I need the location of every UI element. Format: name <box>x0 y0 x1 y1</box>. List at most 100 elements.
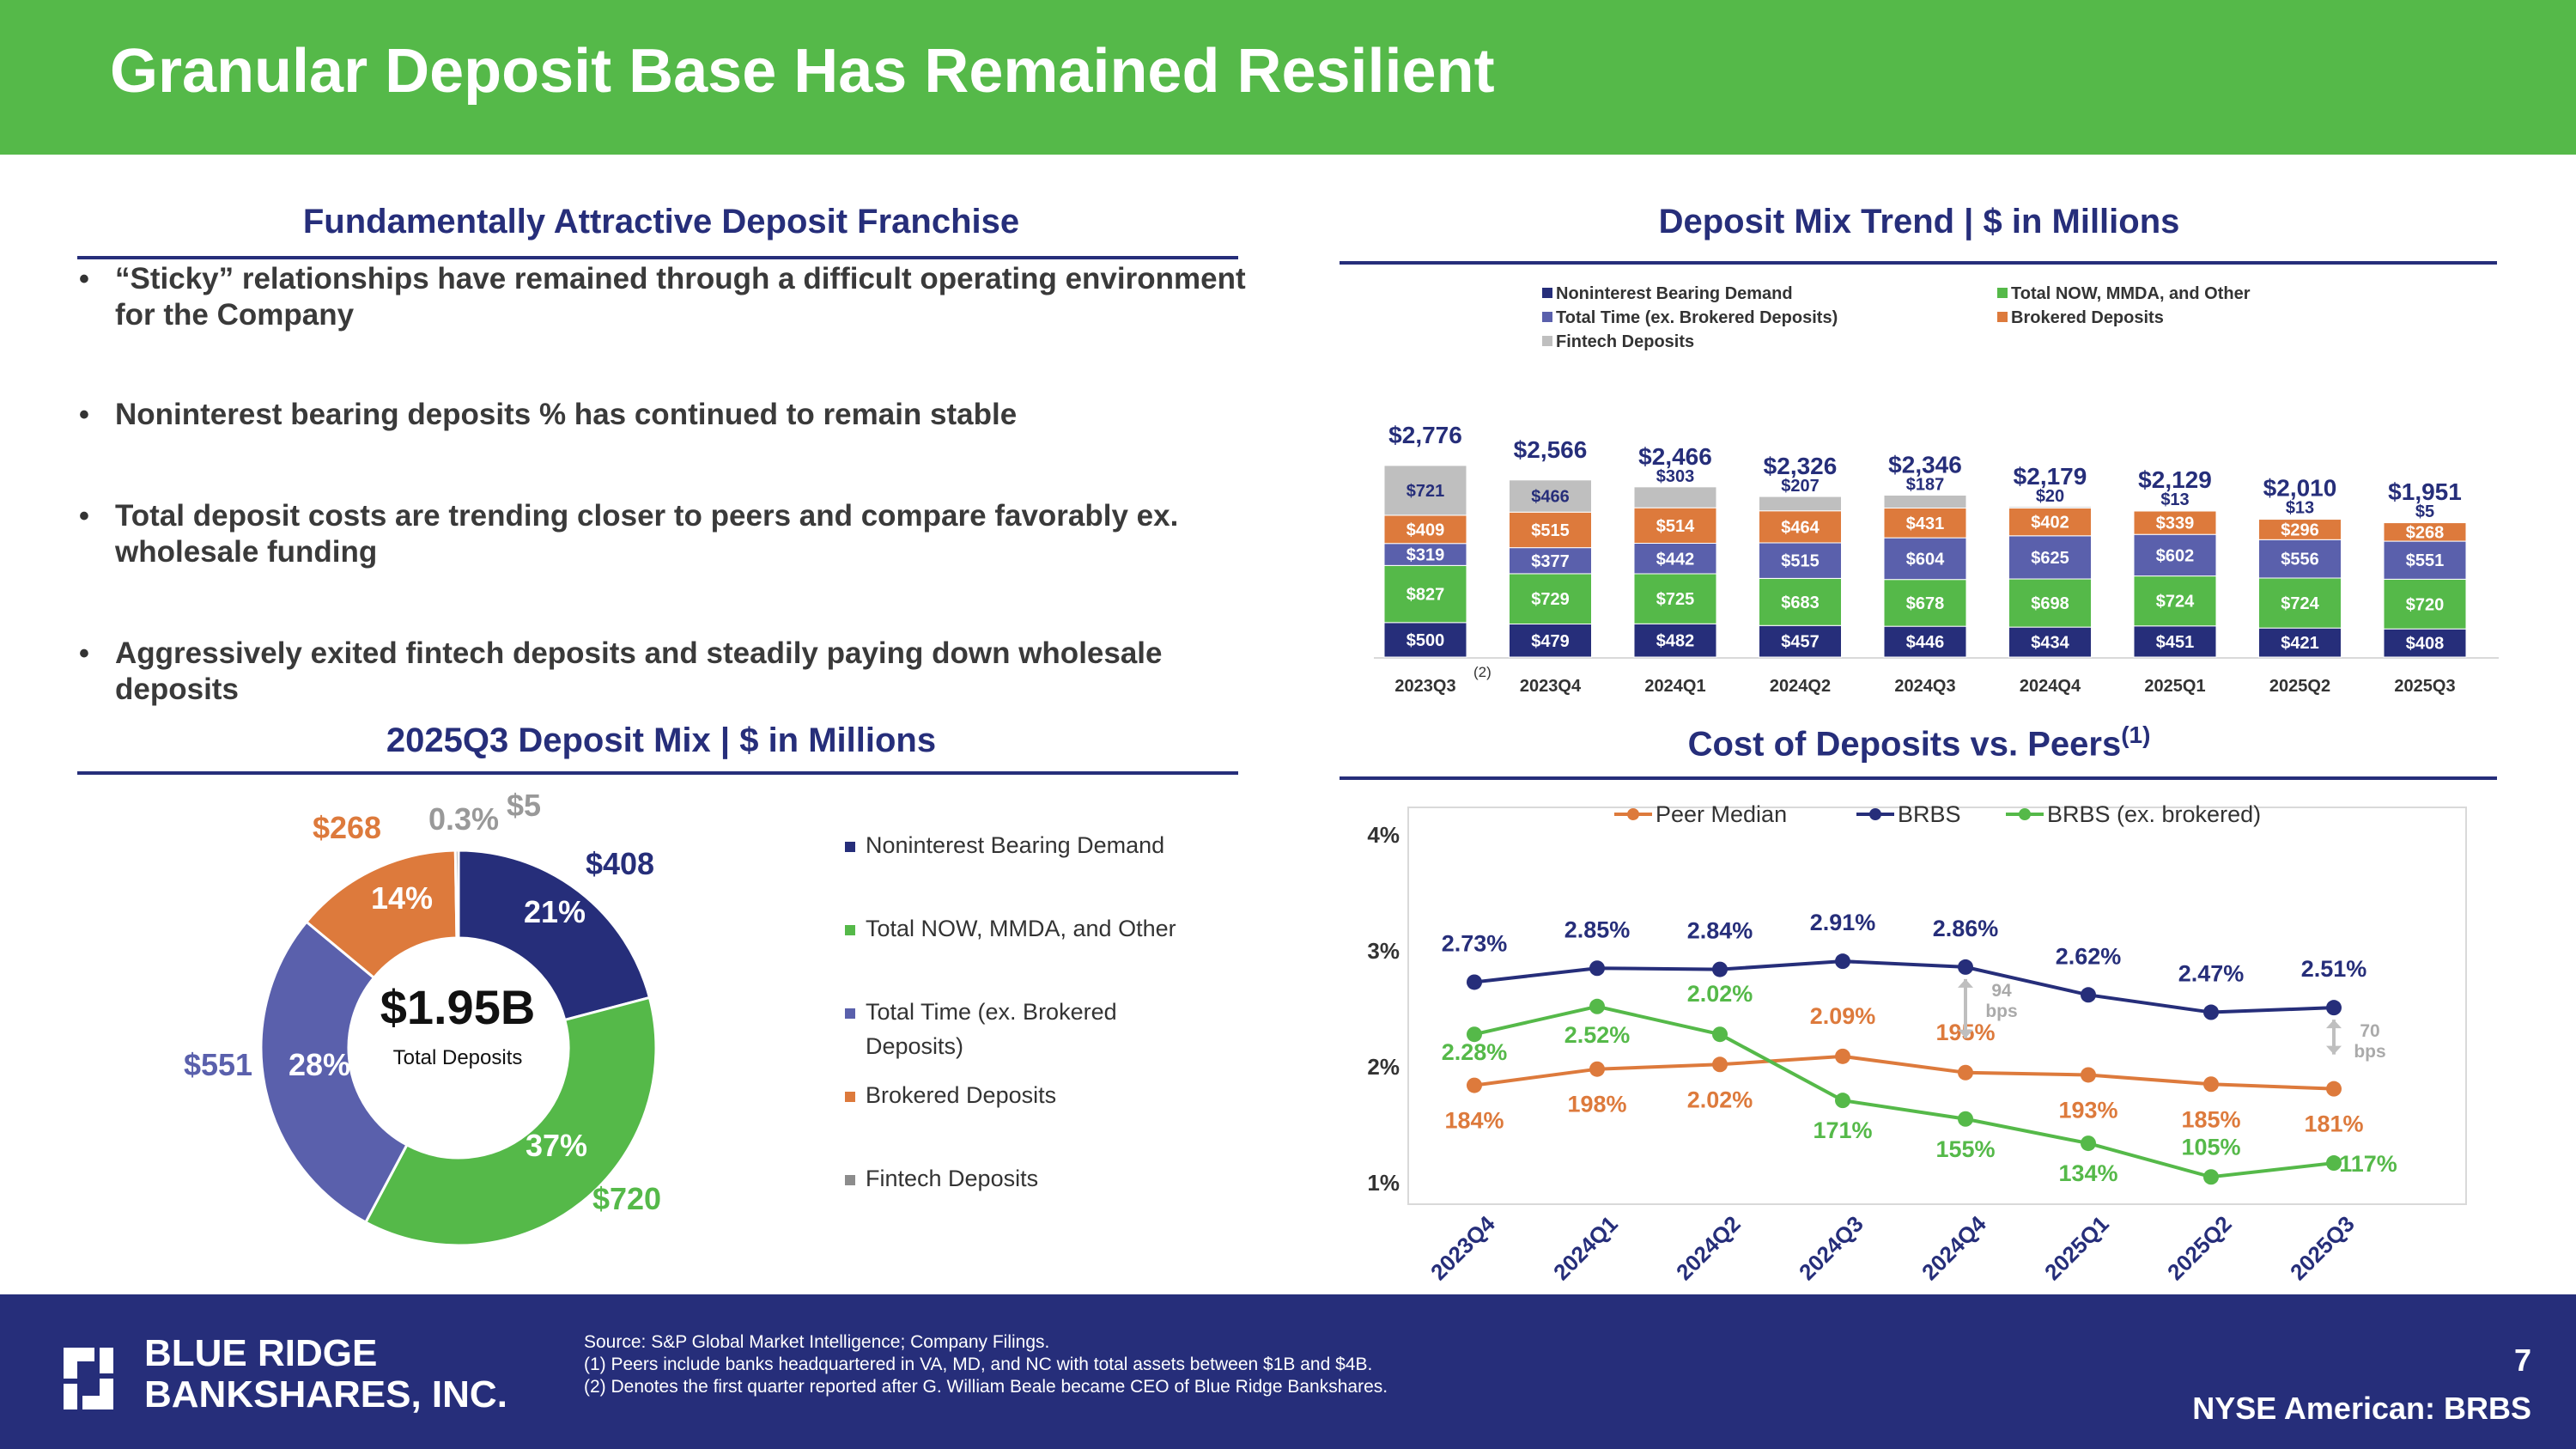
bar-value-label: $451 <box>2156 633 2195 652</box>
bar-segment <box>1383 465 1467 516</box>
bar-segment <box>1759 624 1842 658</box>
cost-of-deposits-title-text: Cost of Deposits vs. Peers <box>1687 725 2122 764</box>
data-label: 2.52% <box>1564 1022 1631 1048</box>
bar-value-label: $500 <box>1406 631 1445 650</box>
legend-label: Fintech Deposits <box>1556 332 1694 351</box>
legend-label: Fintech Deposits <box>866 1166 1038 1191</box>
deposit-mix-2025q3-title: 2025Q3 Deposit Mix | $ in Millions <box>386 721 937 759</box>
bar-value-label: $446 <box>1906 633 1945 652</box>
x-tick-label: 2024Q1 <box>1644 677 1705 696</box>
data-label: 185% <box>2181 1106 2240 1132</box>
cost-of-deposits-title: Cost of Deposits vs. Peers(1) <box>1340 721 2499 764</box>
data-label: 155% <box>1935 1136 1995 1162</box>
cost-of-deposits-chart: 4% 3% 2% 1% Peer Median BRBS BRBS (ex. brokere… <box>1367 801 2467 1286</box>
data-point <box>1589 998 1605 1014</box>
legend-label: BRBS (ex. brokered) <box>2047 801 2261 827</box>
deposit-mix-trend-rule <box>1340 261 2497 265</box>
bar-value-label: $698 <box>2031 594 2069 613</box>
legend-swatch <box>845 1092 855 1102</box>
bar-value-label: $466 <box>1531 488 1570 507</box>
bar-value-label: $408 <box>2406 635 2445 654</box>
bar-value-label: $479 <box>1531 632 1570 651</box>
bar-segment <box>1509 573 1592 625</box>
footer-bar: BLUE RIDGE BANKSHARES, INC. Source: S&P … <box>0 1294 2576 1449</box>
bar-value-label: $556 <box>2281 551 2319 569</box>
x-tick-label: 2024Q2 <box>1671 1211 1746 1286</box>
legend-label: Brokered Deposits <box>2011 308 2164 327</box>
slice-value-label: $551 <box>184 1047 252 1082</box>
bar-value-label: $402 <box>2031 514 2069 533</box>
bar-value-label: $720 <box>2406 595 2445 614</box>
legend-label: Total NOW, MMDA, and Other <box>2011 284 2251 303</box>
bar-value-label: $482 <box>1656 632 1695 651</box>
header-banner: Granular Deposit Base Has Remained Resil… <box>0 0 2576 155</box>
data-point <box>2203 1004 2219 1020</box>
bar-total-label: $2,010 <box>2263 474 2337 501</box>
bar-value-label: $442 <box>1656 550 1695 569</box>
data-point <box>2203 1169 2219 1185</box>
bar-value-label: $20 <box>2036 487 2064 506</box>
data-label: 2.84% <box>1687 918 1753 944</box>
legend-swatch <box>1997 312 2008 322</box>
series-line <box>1473 1054 2335 1091</box>
cost-of-deposits-title-sup: (1) <box>2121 721 2151 748</box>
data-point <box>1589 960 1605 977</box>
x-tick-label: 2023Q4 <box>1425 1210 1500 1285</box>
data-label: 2.09% <box>1810 1003 1876 1029</box>
bar-total-label: $2,776 <box>1388 422 1462 448</box>
gap-arrow-head <box>2326 1020 2342 1029</box>
bar-value-label: $551 <box>2406 551 2445 570</box>
franchise-title: Fundamentally Attractive Deposit Franchi… <box>302 203 1020 240</box>
bar-value-label: $678 <box>1906 594 1945 613</box>
x-tick-label: 2023Q4 <box>1520 677 1582 696</box>
data-point <box>2203 1076 2219 1093</box>
legend-label: Peer Median <box>1656 801 1787 827</box>
bar-segment <box>1883 494 1967 509</box>
bar-segment <box>1383 543 1467 566</box>
series-line <box>1473 959 2335 1014</box>
bar-segment <box>1509 624 1592 658</box>
bar-value-label: $514 <box>1656 517 1695 536</box>
donut-center-label: Total Deposits <box>392 1046 523 1069</box>
legend-swatch <box>1542 336 1552 346</box>
y-tick-label: 4% <box>1367 822 1400 848</box>
stock-ticker: NYSE American: BRBS <box>2192 1391 2531 1426</box>
bar-value-label: $431 <box>1906 514 1945 533</box>
legend-label: Total Time (ex. Brokered <box>866 999 1117 1025</box>
bar-segment <box>2008 578 2092 628</box>
bar-value-label: $604 <box>1906 550 1945 569</box>
bar-total-label: $2,346 <box>1888 451 1962 478</box>
data-label: 184% <box>1444 1108 1504 1134</box>
legend-label: Total NOW, MMDA, and Other <box>866 916 1176 941</box>
plot-frame <box>1407 807 2467 1205</box>
gap-annotation: 70 <box>2360 1021 2379 1041</box>
donut-slice <box>259 920 409 1225</box>
slice-percent-label: 28% <box>289 1047 350 1082</box>
bar-value-label: $724 <box>2281 594 2319 613</box>
slice-percent-label: 21% <box>524 894 586 929</box>
x-tick-label: 2024Q4 <box>2020 677 2081 696</box>
data-point <box>2326 1081 2342 1097</box>
data-label: 193% <box>2058 1097 2117 1123</box>
bar-segment <box>1383 564 1467 624</box>
x-tick-label: 2024Q3 <box>1894 677 1955 696</box>
x-tick-label: 2025Q3 <box>2394 677 2455 696</box>
data-label: 2.47% <box>2178 961 2245 987</box>
bar-segment <box>1759 542 1842 579</box>
data-label: 2.28% <box>1442 1039 1508 1065</box>
bar-value-label: $683 <box>1781 594 1820 612</box>
data-label: 2.91% <box>1810 910 1876 935</box>
footnote-1: (1) Peers include banks headquartered in… <box>584 1355 1373 1374</box>
data-label: 105% <box>2181 1134 2240 1160</box>
bar-segment <box>2133 575 2217 627</box>
bar-total-label: $2,566 <box>1514 436 1588 463</box>
legend-label: Noninterest Bearing Demand <box>866 832 1164 858</box>
x-tick-label: 2024Q1 <box>1548 1211 1623 1286</box>
bar-segment <box>1883 508 1967 539</box>
series-line <box>1473 1004 2335 1179</box>
legend-swatch <box>845 1175 855 1185</box>
deposit-mix-2025q3-rule <box>77 771 1238 775</box>
bar-value-label: $319 <box>1406 546 1445 565</box>
bar-value-label: $724 <box>2156 593 2195 612</box>
bar-value-label: $515 <box>1531 521 1570 540</box>
